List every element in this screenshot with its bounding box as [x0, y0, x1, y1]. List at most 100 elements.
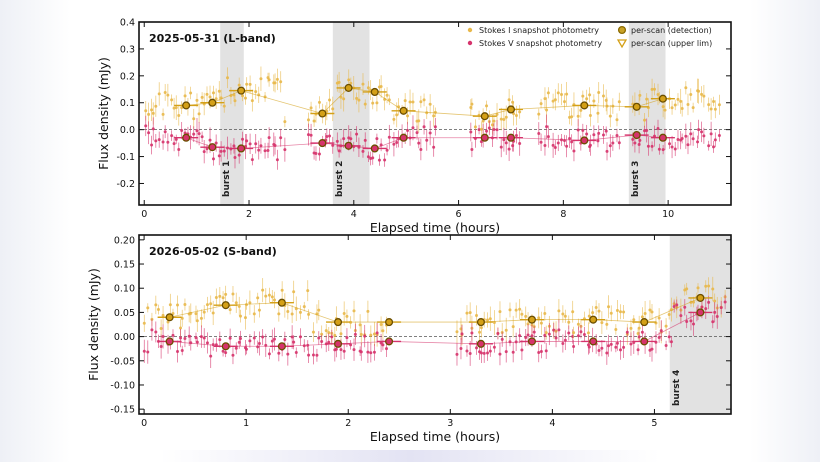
- snapshot-point-stokes-v: [605, 149, 609, 153]
- snapshot-point-stokes-i: [254, 90, 258, 94]
- snapshot-point-stokes-i: [342, 311, 346, 315]
- snapshot-point-stokes-i: [226, 76, 230, 80]
- snapshot-point-stokes-v: [314, 152, 318, 156]
- snapshot-point-stokes-i: [615, 309, 619, 313]
- snapshot-point-stokes-i: [306, 118, 310, 122]
- snapshot-point-stokes-v: [159, 345, 163, 349]
- snapshot-point-stokes-i: [656, 92, 660, 96]
- snapshot-point-stokes-i: [320, 332, 324, 336]
- snapshot-point-stokes-i: [161, 313, 165, 317]
- snapshot-point-stokes-i: [645, 97, 649, 101]
- snapshot-point-stokes-v: [150, 328, 154, 332]
- snapshot-point-stokes-v: [460, 332, 464, 336]
- snapshot-point-stokes-v: [582, 332, 586, 336]
- snapshot-point-stokes-v: [704, 307, 708, 311]
- snapshot-point-stokes-v: [537, 132, 541, 136]
- snapshot-point-stokes-i: [218, 294, 222, 298]
- legend-label: Stokes V snapshot photometry: [479, 39, 602, 48]
- snapshot-point-stokes-v: [697, 128, 701, 132]
- legend-label: Stokes I snapshot photometry: [479, 26, 599, 35]
- snapshot-point-stokes-i: [551, 99, 555, 103]
- snapshot-point-stokes-v: [675, 303, 679, 307]
- snapshot-point-stokes-v: [195, 129, 199, 133]
- snapshot-point-stokes-v: [539, 140, 543, 144]
- snapshot-point-stokes-v: [415, 131, 419, 135]
- per-scan-point-stokes-v: [318, 139, 327, 148]
- snapshot-point-stokes-i: [709, 107, 713, 111]
- per-scan-point-stokes-i: [165, 313, 174, 322]
- snapshot-point-stokes-i: [499, 117, 503, 121]
- per-scan-point-stokes-i: [580, 101, 589, 110]
- per-scan-point-stokes-v: [696, 308, 705, 317]
- snapshot-point-stokes-i: [697, 89, 701, 93]
- snapshot-point-stokes-v: [422, 125, 426, 129]
- snapshot-point-stokes-v: [707, 144, 711, 148]
- snapshot-point-stokes-i: [337, 80, 341, 84]
- snapshot-point-stokes-v: [371, 156, 375, 160]
- snapshot-point-stokes-v: [248, 339, 252, 343]
- snapshot-point-stokes-v: [369, 351, 373, 355]
- snapshot-point-stokes-i: [618, 310, 622, 314]
- y-tick-label: 0.10: [114, 284, 135, 295]
- per-scan-point-stokes-i: [344, 83, 353, 92]
- snapshot-point-stokes-v: [241, 137, 245, 141]
- snapshot-point-stokes-i: [381, 329, 385, 333]
- burst-region: [669, 235, 731, 414]
- snapshot-point-stokes-i: [607, 305, 611, 309]
- snapshot-point-stokes-v: [197, 132, 201, 136]
- snapshot-point-stokes-v: [174, 137, 178, 141]
- snapshot-point-stokes-v: [485, 129, 489, 133]
- snapshot-point-stokes-i: [498, 310, 502, 314]
- per-scan-point-stokes-i: [318, 109, 327, 118]
- snapshot-point-stokes-i: [614, 327, 618, 331]
- snapshot-point-stokes-v: [636, 348, 640, 352]
- x-tick-label: 1: [243, 418, 249, 429]
- snapshot-point-stokes-i: [713, 107, 717, 111]
- snapshot-point-stokes-i: [205, 92, 209, 96]
- snapshot-point-stokes-i: [372, 332, 376, 336]
- snapshot-point-stokes-i: [576, 322, 580, 326]
- snapshot-point-stokes-i: [267, 78, 271, 82]
- snapshot-point-stokes-i: [508, 308, 512, 312]
- y-tick-label: 0.15: [114, 260, 135, 271]
- snapshot-point-stokes-v: [629, 342, 633, 346]
- per-scan-point-stokes-i: [399, 106, 408, 115]
- snapshot-point-stokes-i: [455, 330, 459, 334]
- snapshot-point-stokes-i: [147, 112, 151, 116]
- snapshot-point-stokes-i: [283, 120, 287, 124]
- snapshot-point-stokes-v: [496, 331, 500, 335]
- panel-title: 2026-05-02 (S-band): [149, 245, 277, 258]
- snapshot-point-stokes-i: [717, 103, 721, 107]
- snapshot-point-stokes-v: [267, 136, 271, 140]
- snapshot-point-stokes-i: [342, 97, 346, 101]
- snapshot-point-stokes-i: [357, 98, 361, 102]
- snapshot-point-stokes-v: [277, 351, 281, 355]
- snapshot-point-stokes-v: [526, 333, 530, 337]
- snapshot-point-stokes-i: [194, 312, 198, 316]
- snapshot-point-stokes-i: [267, 293, 271, 297]
- snapshot-point-stokes-v: [498, 352, 502, 356]
- per-scan-point-stokes-v: [344, 141, 353, 150]
- y-axis-label: Flux density (mJy): [86, 268, 101, 381]
- snapshot-point-stokes-v: [359, 350, 363, 354]
- snapshot-point-stokes-i: [696, 286, 700, 290]
- snapshot-point-stokes-v: [283, 337, 287, 341]
- snapshot-point-stokes-v: [419, 147, 423, 151]
- snapshot-point-stokes-i: [581, 94, 585, 98]
- snapshot-point-stokes-v: [163, 130, 167, 134]
- snapshot-point-stokes-v: [417, 141, 421, 145]
- snapshot-point-stokes-v: [504, 141, 508, 145]
- snapshot-point-stokes-v: [479, 140, 483, 144]
- snapshot-point-stokes-i: [375, 101, 379, 105]
- snapshot-point-stokes-i: [468, 311, 472, 315]
- snapshot-point-stokes-i: [490, 123, 494, 127]
- snapshot-point-stokes-v: [713, 138, 717, 142]
- snapshot-point-stokes-i: [231, 292, 235, 296]
- snapshot-point-stokes-v: [645, 128, 649, 132]
- snapshot-point-stokes-i: [168, 303, 172, 307]
- per-scan-point-stokes-i: [333, 318, 343, 327]
- snapshot-point-stokes-i: [333, 333, 337, 337]
- snapshot-point-stokes-v: [692, 322, 696, 326]
- snapshot-point-stokes-v: [686, 143, 690, 147]
- snapshot-point-stokes-i: [526, 322, 530, 326]
